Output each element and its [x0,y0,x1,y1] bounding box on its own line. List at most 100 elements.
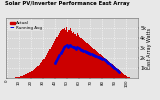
Text: Solar PV/Inverter Performance East Array: Solar PV/Inverter Performance East Array [5,1,129,6]
Bar [89,45,90,78]
Bar [16,77,17,78]
Bar [122,73,123,78]
Bar [114,66,115,78]
Bar [23,75,24,78]
Y-axis label: East Array Watts: East Array Watts [148,27,152,69]
Bar [129,77,130,78]
Bar [35,68,36,78]
Bar [88,44,89,78]
Bar [110,63,111,78]
Bar [79,37,80,78]
Bar [53,43,54,78]
Bar [116,68,117,78]
Bar [52,45,53,78]
Bar [93,49,95,78]
Bar [85,42,86,78]
Bar [56,37,58,78]
Bar [41,62,42,78]
Bar [73,32,74,78]
Bar [76,36,77,78]
Bar [95,50,96,78]
Bar [25,74,27,78]
Bar [15,77,16,78]
Bar [124,75,126,78]
Bar [74,34,76,78]
Bar [40,63,41,78]
Bar [28,72,29,78]
Bar [49,49,51,78]
Bar [59,33,60,78]
Bar [84,41,85,78]
Bar [18,76,20,78]
Legend: Actual, Running Avg: Actual, Running Avg [8,20,43,31]
Bar [105,59,107,78]
Bar [103,57,104,78]
Bar [117,69,119,78]
Bar [29,72,30,78]
Bar [43,58,45,78]
Bar [111,64,112,78]
Bar [36,67,37,78]
Bar [77,33,78,78]
Bar [34,69,35,78]
Bar [22,76,23,78]
Bar [120,71,121,78]
Bar [82,39,83,78]
Bar [121,72,122,78]
Bar [55,39,56,78]
Bar [51,47,52,78]
Bar [24,74,25,78]
Bar [60,31,61,78]
Bar [119,70,120,78]
Bar [68,30,70,78]
Bar [107,60,108,78]
Bar [78,35,79,78]
Bar [112,65,114,78]
Bar [86,43,88,78]
Bar [115,67,116,78]
Bar [33,70,34,78]
Bar [97,52,98,78]
Bar [83,40,84,78]
Bar [37,66,39,78]
Bar [123,74,124,78]
Bar [47,53,48,78]
Bar [108,61,109,78]
Bar [92,48,93,78]
Bar [126,76,127,78]
Bar [62,29,64,78]
Bar [17,77,18,78]
Bar [27,73,28,78]
Bar [72,33,73,78]
Bar [98,53,99,78]
Bar [70,28,71,78]
Bar [64,28,65,78]
Bar [90,46,91,78]
Bar [102,56,103,78]
Bar [128,77,129,78]
Bar [71,31,72,78]
Bar [91,47,92,78]
Bar [45,57,46,78]
Bar [109,62,110,78]
Bar [32,71,33,78]
Bar [30,72,32,78]
Bar [54,41,55,78]
Bar [61,30,62,78]
Bar [67,32,68,78]
Bar [20,76,21,78]
Bar [127,76,128,78]
Bar [101,55,102,78]
Bar [66,27,67,78]
Bar [39,64,40,78]
Bar [42,60,43,78]
Bar [99,54,101,78]
Bar [104,58,105,78]
Bar [80,38,82,78]
Bar [58,35,59,78]
Bar [65,30,66,78]
Bar [46,55,47,78]
Bar [21,76,22,78]
Bar [48,51,49,78]
Bar [96,51,97,78]
